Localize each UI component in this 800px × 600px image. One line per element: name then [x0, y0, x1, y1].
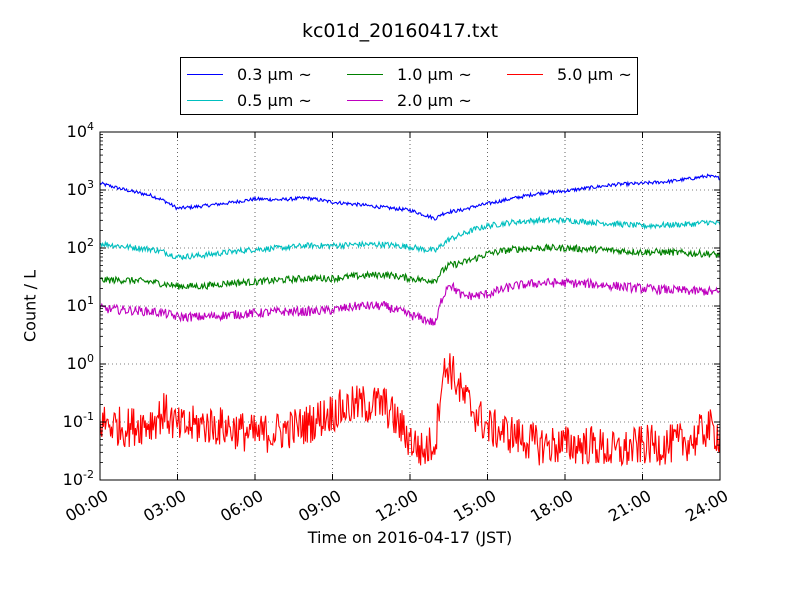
- y-tick-label: 100: [66, 351, 94, 374]
- x-axis-label: Time on 2016-04-17 (JST): [307, 528, 513, 547]
- legend-item: 0.5 μm ~: [187, 90, 312, 110]
- legend-swatch: [347, 73, 383, 75]
- y-tick-label: 104: [66, 119, 94, 142]
- grid: [100, 132, 720, 480]
- legend: 0.3 μm ~ 0.5 μm ~ 1.0 μm ~ 2.0 μm ~ 5.0 μm ~: [180, 57, 638, 115]
- y-tick-label: 10-1: [62, 409, 94, 432]
- y-tick-label: 10-2: [62, 467, 94, 490]
- legend-swatch: [507, 73, 543, 75]
- y-axis-label: Count / L: [20, 270, 40, 342]
- series-line-1: [100, 215, 721, 261]
- legend-item: 2.0 μm ~: [347, 90, 472, 110]
- legend-swatch: [347, 99, 383, 101]
- y-tick-label: 103: [66, 177, 94, 200]
- y-tick-label: 101: [66, 293, 94, 316]
- plot-frame: [99, 131, 721, 481]
- series-line-0: [99, 173, 721, 221]
- series-line-2: [99, 243, 721, 291]
- series-group: [99, 173, 721, 467]
- legend-label: 1.0 μm ~: [397, 64, 472, 84]
- series-line-4: [99, 353, 721, 467]
- series-line-3: [99, 277, 721, 326]
- legend-label: 2.0 μm ~: [397, 90, 472, 110]
- legend-label: 0.3 μm ~: [237, 64, 312, 84]
- chart-title: kc01d_20160417.txt: [301, 20, 499, 42]
- legend-swatch: [187, 73, 223, 75]
- legend-label: 5.0 μm ~: [557, 64, 632, 84]
- legend-item: 0.3 μm ~: [187, 64, 312, 84]
- y-tick-label: 102: [66, 235, 94, 258]
- legend-swatch: [187, 99, 223, 101]
- legend-label: 0.5 μm ~: [237, 90, 312, 110]
- legend-item: 1.0 μm ~: [347, 64, 472, 84]
- legend-item: 5.0 μm ~: [507, 64, 632, 84]
